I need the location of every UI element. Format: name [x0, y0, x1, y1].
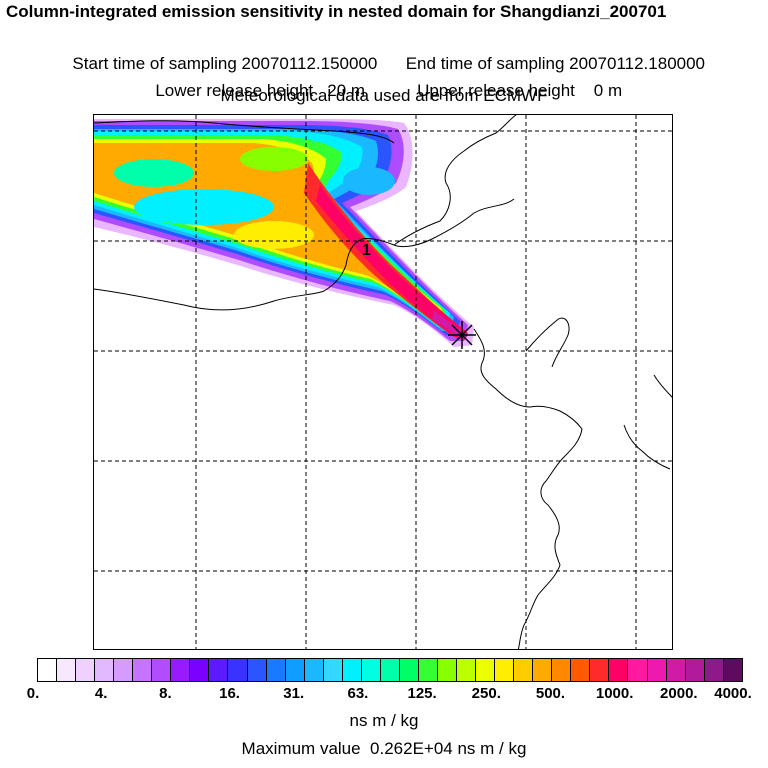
- colorbar-tick-label: 8.: [159, 685, 172, 702]
- colorbar-segment: [361, 659, 381, 681]
- colorbar-units: ns m / kg: [349, 711, 419, 730]
- plume-core: [432, 311, 468, 341]
- colorbar-segment: [533, 659, 553, 681]
- field-pocket-yellow-5: [234, 221, 314, 249]
- colorbar-segment: [704, 659, 724, 681]
- colorbar-segment: [228, 659, 248, 681]
- colorbar-segment: [209, 659, 229, 681]
- colorbar-segment: [437, 659, 458, 681]
- colorbar-segment: [723, 659, 742, 681]
- plot-title: Column-integrated emission sensitivity i…: [6, 2, 667, 21]
- colorbar-tick-label: 125.: [407, 685, 437, 702]
- colorbar-segment: [323, 659, 343, 681]
- colorbar-segment: [590, 659, 610, 681]
- colorbar-segment: [380, 659, 400, 681]
- field-pocket-green-4: [240, 147, 308, 171]
- colorbar-segment: [152, 659, 172, 681]
- colorbar-segment: [666, 659, 686, 681]
- upper-release-label: Upper release height 0 m: [417, 81, 623, 100]
- lower-release-label: Lower release height 20 m: [155, 81, 366, 100]
- end-time-label: End time of sampling 20070112.180000: [405, 54, 706, 73]
- colorbar-segment: [76, 659, 96, 681]
- release-heights: Lower release height 20 m Upper release …: [0, 61, 768, 101]
- colorbar-segment: [342, 659, 362, 681]
- colorbar-tick-label: 2000.: [660, 685, 698, 702]
- colorbar-segment: [495, 659, 515, 681]
- start-time-label: Start time of sampling 20070112.150000: [72, 54, 378, 73]
- release-site-marker: [448, 321, 476, 349]
- coastlines: [94, 115, 672, 649]
- colorbar-segment: [114, 659, 134, 681]
- sensitivity-field: [94, 119, 474, 347]
- colorbar-segment: [552, 659, 572, 681]
- colorbar-segment: [304, 659, 324, 681]
- colorbar-segment: [647, 659, 667, 681]
- colorbar-segment: [628, 659, 648, 681]
- colorbar-segment: [95, 659, 115, 681]
- colorbar-segment: [609, 659, 629, 681]
- colorbar-segment: [457, 659, 477, 681]
- field-pocket-cyan-1: [134, 189, 274, 225]
- colorbar-tick-label: 31.: [283, 685, 305, 702]
- colorbar-segment: [133, 659, 153, 681]
- colorbar-tick-label: 1000.: [595, 685, 634, 702]
- colorbar-segment: [190, 659, 210, 681]
- colorbar-segment: [514, 659, 534, 681]
- sampling-times: Start time of sampling 20070112.150000 E…: [0, 34, 768, 74]
- colorbar-segment: [57, 659, 77, 681]
- colorbar-segment: [38, 659, 58, 681]
- field-pocket-cyan-2: [114, 159, 194, 187]
- plume-magenta: [316, 185, 468, 339]
- colorbar-segment: [571, 659, 591, 681]
- site-marker-label: 1: [362, 242, 371, 259]
- colorbar-segment: [399, 659, 419, 681]
- colorbar-tick-label: 16.: [219, 685, 240, 702]
- colorbar-segment: [285, 659, 305, 681]
- colorbar-tick-label: 0.: [26, 685, 40, 702]
- colorbar-tick-label: 500.: [535, 685, 566, 702]
- colorbar-segment: [476, 659, 496, 681]
- colorbar-segment: [266, 659, 286, 681]
- sensitivity-map: 1: [94, 115, 672, 649]
- colorbar-tick-label: 250.: [471, 685, 501, 702]
- colorbar-segment: [171, 659, 191, 681]
- colorbar-segment: [685, 659, 705, 681]
- colorbar: [37, 658, 743, 682]
- map-panel: 1: [93, 114, 673, 650]
- field-pocket-blue-3: [343, 167, 395, 195]
- met-data-label: Meteorological data used are from ECMWF: [220, 86, 548, 105]
- colorbar-tick-label: 63.: [347, 685, 369, 702]
- colorbar-tick-label: 4.: [94, 685, 108, 702]
- colorbar-segment: [418, 659, 438, 681]
- colorbar-segment: [247, 659, 267, 681]
- colorbar-tick-label: 4000.: [714, 685, 752, 702]
- maximum-value-label: Maximum value 0.262E+04 ns m / kg: [241, 739, 527, 758]
